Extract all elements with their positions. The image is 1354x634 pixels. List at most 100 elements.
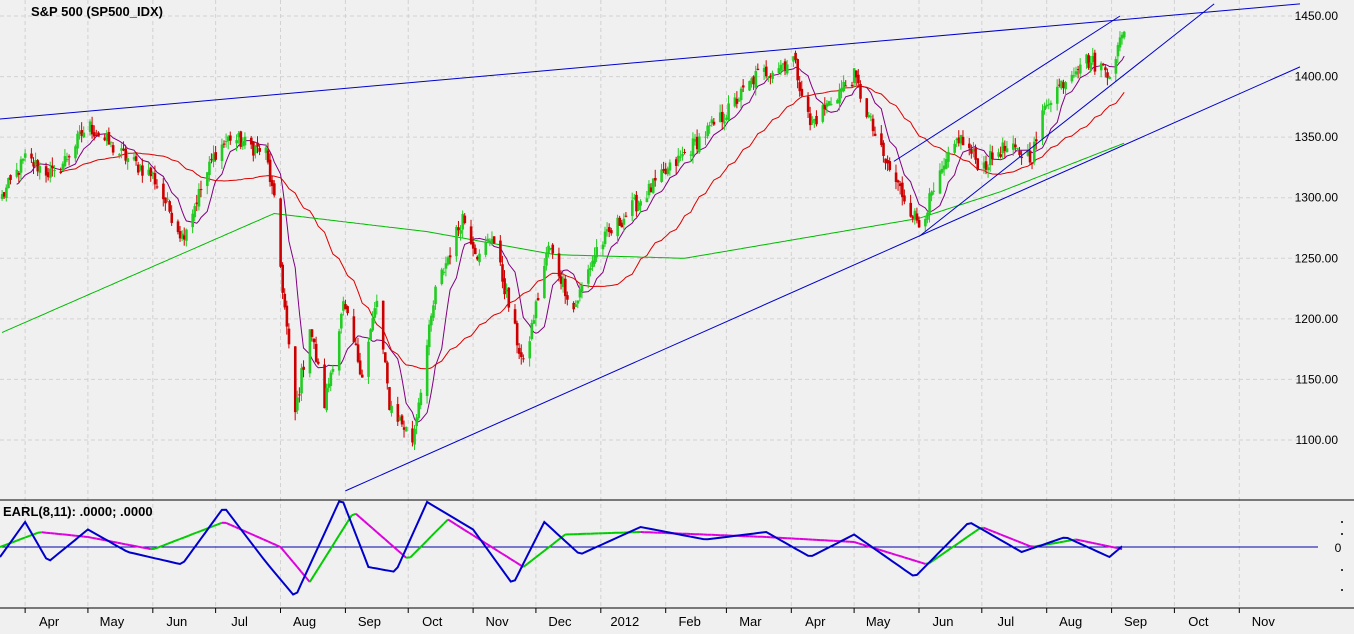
candle-body	[625, 216, 628, 217]
indicator-signal-segment	[147, 548, 151, 549]
candle-body	[443, 272, 446, 273]
candle-body	[514, 309, 517, 323]
candle-body	[83, 133, 86, 138]
candle-body	[338, 331, 341, 370]
candle-body	[740, 89, 743, 100]
candle-body	[135, 156, 138, 161]
candle-body	[441, 270, 444, 285]
candle-body	[279, 198, 282, 266]
candle-body	[269, 160, 272, 182]
indicator-signal-segment	[1080, 540, 1084, 541]
candle-body	[166, 199, 169, 200]
candle-body	[755, 71, 758, 88]
candle-body	[1075, 71, 1078, 74]
candle-body	[193, 206, 196, 217]
x-tick-label: Dec	[548, 614, 572, 629]
candle-body	[602, 244, 605, 249]
candle-body	[66, 159, 69, 160]
candle-body	[20, 159, 23, 172]
candle-body	[286, 306, 289, 327]
candle-body	[589, 268, 592, 270]
candle-body	[361, 375, 364, 378]
candle-body	[353, 316, 356, 342]
indicator-signal-segment	[1101, 545, 1105, 546]
x-tick-label: Jul	[997, 614, 1014, 629]
candle-body	[947, 152, 950, 162]
indicator-signal-segment	[917, 561, 921, 562]
candle-body	[859, 84, 862, 99]
candle-body	[198, 189, 201, 207]
candle-body	[581, 285, 584, 291]
candle-body	[924, 219, 927, 226]
candle-body	[780, 65, 783, 71]
indicator-tick-dot	[1341, 533, 1343, 535]
candle-body	[1056, 87, 1059, 104]
candle-body	[916, 214, 919, 221]
indicator-signal-segment	[134, 546, 138, 547]
candle-body	[1006, 148, 1009, 152]
candle-body	[369, 329, 372, 340]
candle-body	[170, 213, 173, 223]
x-tick-label: Nov	[1252, 614, 1276, 629]
candle-body	[223, 144, 226, 145]
indicator-signal-segment	[854, 542, 858, 543]
candle-body	[708, 125, 711, 126]
candle-body	[558, 253, 561, 276]
candle-body	[1050, 103, 1053, 105]
candle-body	[870, 116, 873, 117]
x-tick-label: May	[100, 614, 125, 629]
y-tick-label: 1300.00	[1295, 191, 1339, 205]
indicator-signal-segment	[1114, 547, 1118, 548]
candle-body	[551, 245, 554, 254]
candle-body	[1115, 59, 1118, 74]
candle-body	[434, 287, 437, 305]
indicator-signal-segment	[1051, 543, 1055, 544]
candle-body	[901, 183, 904, 198]
x-tick-label: Feb	[678, 614, 700, 629]
candle-body	[200, 189, 203, 190]
candle-body	[742, 85, 745, 87]
candle-body	[386, 362, 389, 383]
candle-body	[76, 134, 79, 149]
candle-body	[150, 168, 153, 177]
y-tick-label: 1400.00	[1295, 70, 1339, 84]
candle-body	[1094, 53, 1097, 72]
candle-body	[974, 148, 977, 160]
candle-body	[604, 232, 607, 245]
candle-body	[459, 230, 462, 234]
x-tick-label: Mar	[739, 614, 762, 629]
candle-body	[723, 121, 726, 123]
candle-body	[953, 144, 956, 153]
indicator-signal-segment	[879, 550, 883, 551]
candle-body	[1123, 32, 1126, 38]
candle-body	[141, 165, 144, 175]
candle-body	[311, 329, 314, 337]
candle-body	[909, 203, 912, 217]
candle-body	[811, 120, 814, 123]
candle-body	[652, 179, 655, 193]
candle-body	[420, 393, 423, 405]
candle-body	[472, 242, 475, 249]
candle-body	[413, 429, 416, 445]
candle-body	[499, 241, 502, 263]
x-tick-label: Aug	[1059, 614, 1082, 629]
candle-body	[566, 295, 569, 300]
candle-body	[470, 226, 473, 244]
candle-body	[930, 192, 933, 196]
indicator-signal-segment	[900, 556, 904, 557]
y-tick-label: 1450.00	[1295, 9, 1339, 23]
candle-body	[432, 305, 435, 317]
candle-body	[968, 144, 971, 148]
candle-body	[828, 101, 831, 105]
candle-body	[533, 320, 536, 324]
candle-body	[244, 137, 247, 146]
candle-body	[298, 394, 301, 395]
candle-body	[535, 301, 538, 318]
candle-body	[9, 175, 12, 180]
x-tick-label: Nov	[486, 614, 510, 629]
candle-body	[225, 141, 228, 142]
indicator-signal-segment	[1059, 542, 1063, 543]
candle-body	[528, 341, 531, 358]
candle-body	[273, 183, 276, 195]
